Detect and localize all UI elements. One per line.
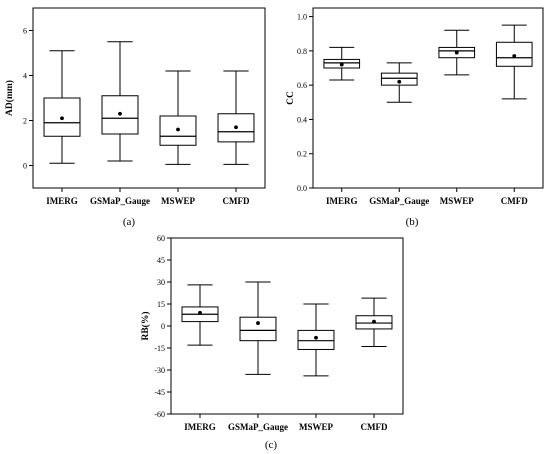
category-label: CMFD: [361, 422, 388, 432]
box-iqr: [380, 72, 418, 86]
category-label: IMERG: [184, 422, 216, 432]
plot-frame: [32, 7, 266, 189]
mean-point: [339, 62, 344, 67]
y-tick-label: 0: [23, 162, 27, 171]
mean-point: [397, 79, 402, 84]
mean-point: [512, 54, 517, 58]
y-tick-label: 0.4: [297, 115, 307, 124]
y-tick-label: -60: [154, 410, 165, 419]
category-label: CMFD: [223, 196, 250, 206]
y-tick-label: -15: [154, 344, 165, 353]
y-tick-label: 15: [157, 300, 165, 309]
y-tick-label: 0.6: [297, 81, 307, 90]
panel-label-c: (c): [265, 439, 278, 451]
y-tick-label: 30: [157, 278, 165, 287]
mean-point: [454, 50, 459, 55]
category-label: GSMaP_Gauge: [90, 196, 150, 206]
y-axis-label: CC: [286, 91, 296, 105]
mean-point: [118, 111, 122, 116]
y-tick-label: 0.0: [297, 184, 307, 193]
category-label: CMFD: [501, 196, 528, 206]
mean-point: [60, 116, 64, 121]
mean-point: [234, 125, 238, 130]
box-iqr: [297, 329, 335, 350]
category-label: IMERG: [46, 196, 78, 206]
category-label: IMERG: [326, 196, 358, 206]
chart-ad: 0 2 4 6 AD(mm) IMERG GSMaP_Gauge MSWEP CMFD: [4, 7, 266, 206]
y-axis-label: RB(%): [140, 311, 151, 340]
chart-cc: 0.0 0.2 0.4 0.6 0.8 1.0 CC IMERG GSMaP_Gauge MSWE…: [286, 7, 544, 206]
category-label: MSWEP: [161, 196, 196, 206]
y-tick-label: 6: [23, 27, 27, 36]
y-axis-label: AD(mm): [4, 80, 15, 116]
category-label: GSMaP_Gauge: [369, 196, 429, 206]
y-tick-label: 60: [157, 234, 165, 243]
box-iqr: [239, 316, 277, 342]
category-label: MSWEP: [440, 196, 475, 206]
category-label: MSWEP: [299, 422, 334, 432]
y-tick-label: 0.8: [297, 47, 307, 56]
box-iqr: [101, 95, 139, 135]
mean-point: [176, 127, 180, 132]
y-tick-label: 2: [23, 117, 27, 126]
y-tick-label: 4: [23, 72, 27, 81]
y-tick-label: -45: [154, 388, 165, 397]
y-tick-label: 0.2: [297, 150, 307, 159]
chart-rb: -60 -45 -30 -15 0 15 30 45 60 RB(%) IMERG GSMaP_Gau…: [140, 234, 404, 432]
y-tick-label: 45: [157, 256, 165, 265]
mean-point: [198, 310, 202, 315]
y-tick-label: -30: [154, 366, 165, 375]
y-tick-label: 1.0: [297, 13, 307, 22]
panel-label-a: (a): [123, 216, 136, 228]
mean-point: [256, 321, 260, 325]
panel-label-b: (b): [406, 216, 419, 228]
mean-point: [314, 335, 318, 340]
category-label: GSMaP_Gauge: [228, 422, 288, 432]
mean-point: [372, 319, 376, 324]
plot-frame: [312, 7, 544, 189]
y-tick-label: 0: [161, 322, 165, 331]
